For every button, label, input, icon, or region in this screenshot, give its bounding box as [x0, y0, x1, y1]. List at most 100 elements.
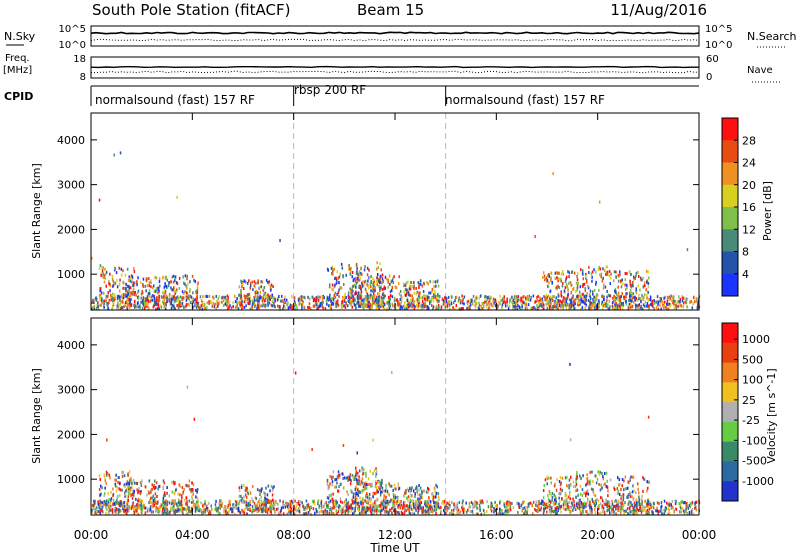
range-gate-cell — [618, 274, 620, 277]
range-gate-cell — [366, 492, 368, 495]
range-gate-cell — [309, 302, 311, 305]
range-gate-cell — [648, 282, 650, 285]
range-gate-cell — [638, 284, 640, 287]
range-gate-cell — [611, 511, 613, 514]
range-gate-cell — [376, 268, 378, 271]
range-gate-cell — [449, 506, 451, 509]
range-gate-cell — [574, 503, 576, 506]
range-gate-cell — [646, 270, 648, 273]
range-gate-cell — [105, 482, 107, 485]
range-gate-cell — [130, 494, 132, 497]
range-gate-cell — [332, 493, 334, 496]
range-gate-cell — [385, 487, 387, 490]
range-gate-cell — [125, 274, 127, 277]
range-gate-cell — [589, 300, 591, 303]
range-gate-cell — [591, 302, 593, 305]
range-gate-cell — [346, 490, 348, 493]
range-gate-cell — [359, 497, 361, 500]
range-gate-cell — [633, 276, 635, 279]
range-gate-cell — [149, 284, 151, 287]
range-gate-cell — [100, 509, 102, 512]
range-gate-cell — [264, 293, 266, 296]
range-gate-cell — [359, 479, 361, 482]
range-gate-cell — [418, 297, 420, 300]
range-gate-cell — [375, 482, 377, 485]
range-gate-cell — [150, 505, 152, 508]
range-gate-cell — [365, 288, 367, 291]
range-gate-cell — [226, 301, 228, 304]
range-gate-cell — [625, 272, 627, 275]
range-gate-cell — [484, 301, 486, 304]
range-gate-cell — [577, 285, 579, 288]
range-gate-cell — [247, 282, 249, 285]
range-gate-cell — [649, 512, 651, 515]
range-gate-cell — [239, 285, 241, 288]
range-gate-cell — [436, 305, 438, 308]
range-gate-cell — [346, 506, 348, 509]
range-gate-cell — [213, 302, 215, 305]
range-gate-cell — [402, 507, 404, 510]
range-gate-cell — [248, 302, 250, 305]
range-gate-cell — [183, 305, 185, 308]
range-gate-cell — [145, 289, 147, 292]
range-gate-cell — [175, 290, 177, 293]
range-gate-cell — [696, 501, 698, 504]
range-gate-cell — [303, 306, 305, 309]
range-gate-cell — [678, 305, 680, 308]
range-gate-cell — [676, 301, 678, 304]
range-gate-cell — [599, 273, 601, 276]
range-gate-cell — [103, 306, 105, 309]
range-gate-cell — [632, 284, 634, 287]
range-gate-cell — [676, 306, 678, 309]
range-gate-cell — [440, 506, 442, 509]
range-gate-cell — [167, 501, 169, 504]
range-gate-cell — [518, 295, 520, 298]
range-gate-cell — [375, 299, 377, 302]
range-gate-cell — [314, 512, 316, 515]
range-gate-cell — [103, 292, 105, 295]
range-gate-cell — [240, 295, 242, 298]
range-gate-cell — [175, 276, 177, 279]
range-gate-cell — [353, 508, 355, 511]
range-gate-cell — [209, 510, 211, 513]
range-gate-cell — [301, 303, 303, 306]
range-gate-cell — [334, 294, 336, 297]
range-gate-cell — [631, 510, 633, 513]
range-gate-cell — [397, 506, 399, 509]
range-gate-cell — [357, 482, 359, 485]
range-gate-cell — [334, 268, 336, 271]
range-gate-cell — [265, 293, 267, 296]
range-gate-cell — [244, 306, 246, 309]
range-gate-cell — [152, 299, 154, 302]
range-gate-cell — [194, 299, 196, 302]
range-gate-cell — [554, 295, 556, 298]
range-gate-cell — [437, 485, 439, 488]
range-gate-cell — [165, 506, 167, 509]
range-gate-cell — [429, 302, 431, 305]
range-gate-cell — [605, 286, 607, 289]
range-gate-cell — [569, 271, 571, 274]
range-gate-cell — [261, 496, 263, 499]
range-gate-cell — [411, 505, 413, 508]
range-gate-cell — [214, 303, 216, 306]
range-gate-cell — [461, 295, 463, 298]
range-gate-cell — [154, 299, 156, 302]
range-gate-cell — [192, 275, 194, 278]
range-gate-cell — [430, 291, 432, 294]
range-gate-cell — [525, 307, 527, 310]
range-gate-cell — [662, 300, 664, 303]
range-gate-cell — [434, 505, 436, 508]
range-gate-cell — [694, 502, 696, 505]
range-gate-cell — [255, 294, 257, 297]
range-gate-cell — [636, 287, 638, 290]
range-gate-cell — [187, 504, 189, 507]
range-gate-cell — [136, 488, 138, 491]
range-gate-cell — [543, 489, 545, 492]
range-gate-cell — [428, 496, 430, 499]
range-gate-cell — [98, 503, 100, 506]
range-gate-cell — [315, 299, 317, 302]
range-gate-cell — [138, 487, 140, 490]
range-gate-cell — [372, 508, 374, 511]
range-gate-cell — [165, 290, 167, 293]
range-gate-cell — [360, 267, 362, 270]
